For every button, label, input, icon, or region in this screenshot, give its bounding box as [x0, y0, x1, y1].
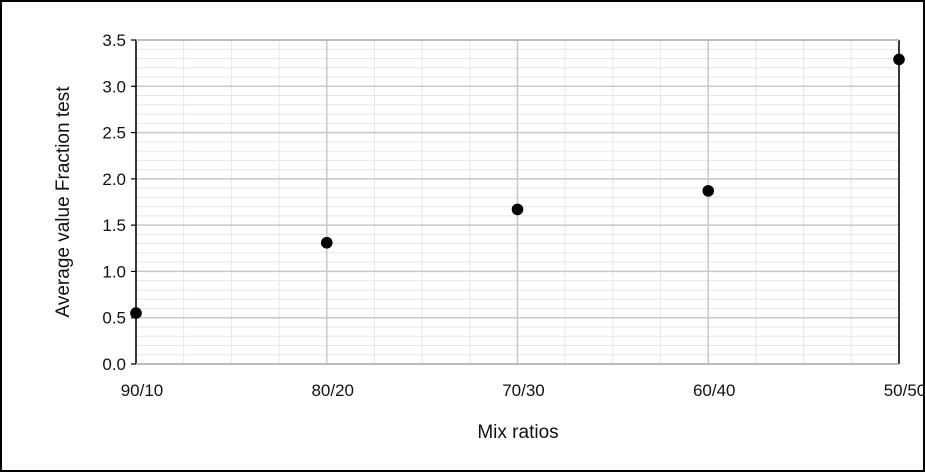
x-tick-label: 70/30 [502, 381, 545, 400]
x-tick-labels: 90/10 80/20 70/30 60/40 50/50 [121, 381, 925, 400]
axis-layer [131, 39, 900, 365]
data-point [320, 236, 333, 249]
x-tick-label: 60/40 [693, 381, 736, 400]
y-tick-label: 0.5 [102, 309, 126, 328]
grid-layer [135, 39, 900, 365]
y-tick-label: 2.5 [102, 124, 126, 143]
y-tick-label: 1.0 [102, 262, 126, 281]
x-tick-label: 90/10 [121, 381, 164, 400]
y-tick-label: 1.5 [102, 216, 126, 235]
x-axis-title: Mix ratios [477, 422, 558, 443]
y-axis-title: Average value Fraction test [53, 86, 74, 318]
y-tick-label: 3.5 [102, 31, 126, 50]
data-point [511, 203, 524, 216]
y-tick-label: 2.0 [102, 170, 126, 189]
data-point [893, 53, 905, 66]
y-tick-label: 3.0 [102, 77, 126, 96]
x-tick-label: 50/50 [884, 381, 925, 400]
x-tick-label: 80/20 [311, 381, 354, 400]
data-points [130, 53, 905, 319]
data-point [130, 307, 142, 319]
data-point [702, 185, 715, 197]
y-tick-labels: 0.0 0.5 1.0 1.5 2.0 2.5 3.0 3.5 [102, 31, 126, 374]
y-tick-label: 0.0 [102, 355, 126, 374]
